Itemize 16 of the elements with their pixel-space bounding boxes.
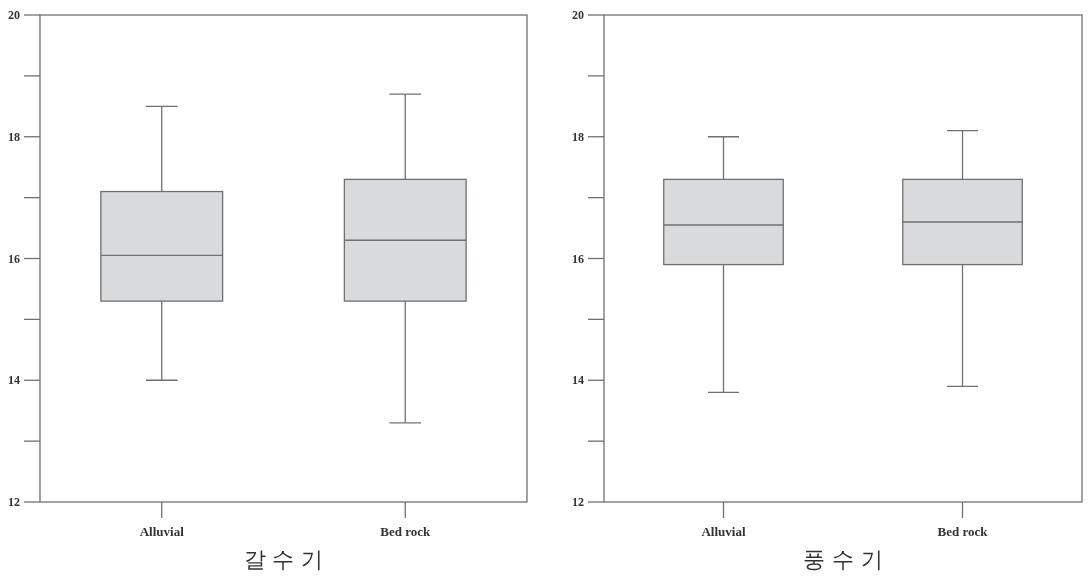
x-tick-label: Bed rock [380,524,431,539]
y-tick-label: 12 [8,495,20,510]
y-tick-label: 14 [572,373,584,388]
y-tick-label: 18 [572,129,584,144]
y-tick-label: 16 [572,251,584,266]
y-tick-label: 20 [572,8,584,23]
y-tick-label: 12 [572,495,584,510]
x-axis-title: 갈 수 기 [243,547,324,572]
x-tick-label: Bed rock [937,524,989,539]
x-axis-title: 풍 수 기 [803,547,883,572]
y-tick-label: 14 [8,373,20,388]
y-tick-label: 18 [8,129,20,144]
y-tick-label: 16 [8,251,20,266]
x-tick-label: Alluvial [139,524,185,539]
y-tick-label: 20 [8,8,20,23]
x-tick-label: Alluvial [701,524,746,539]
